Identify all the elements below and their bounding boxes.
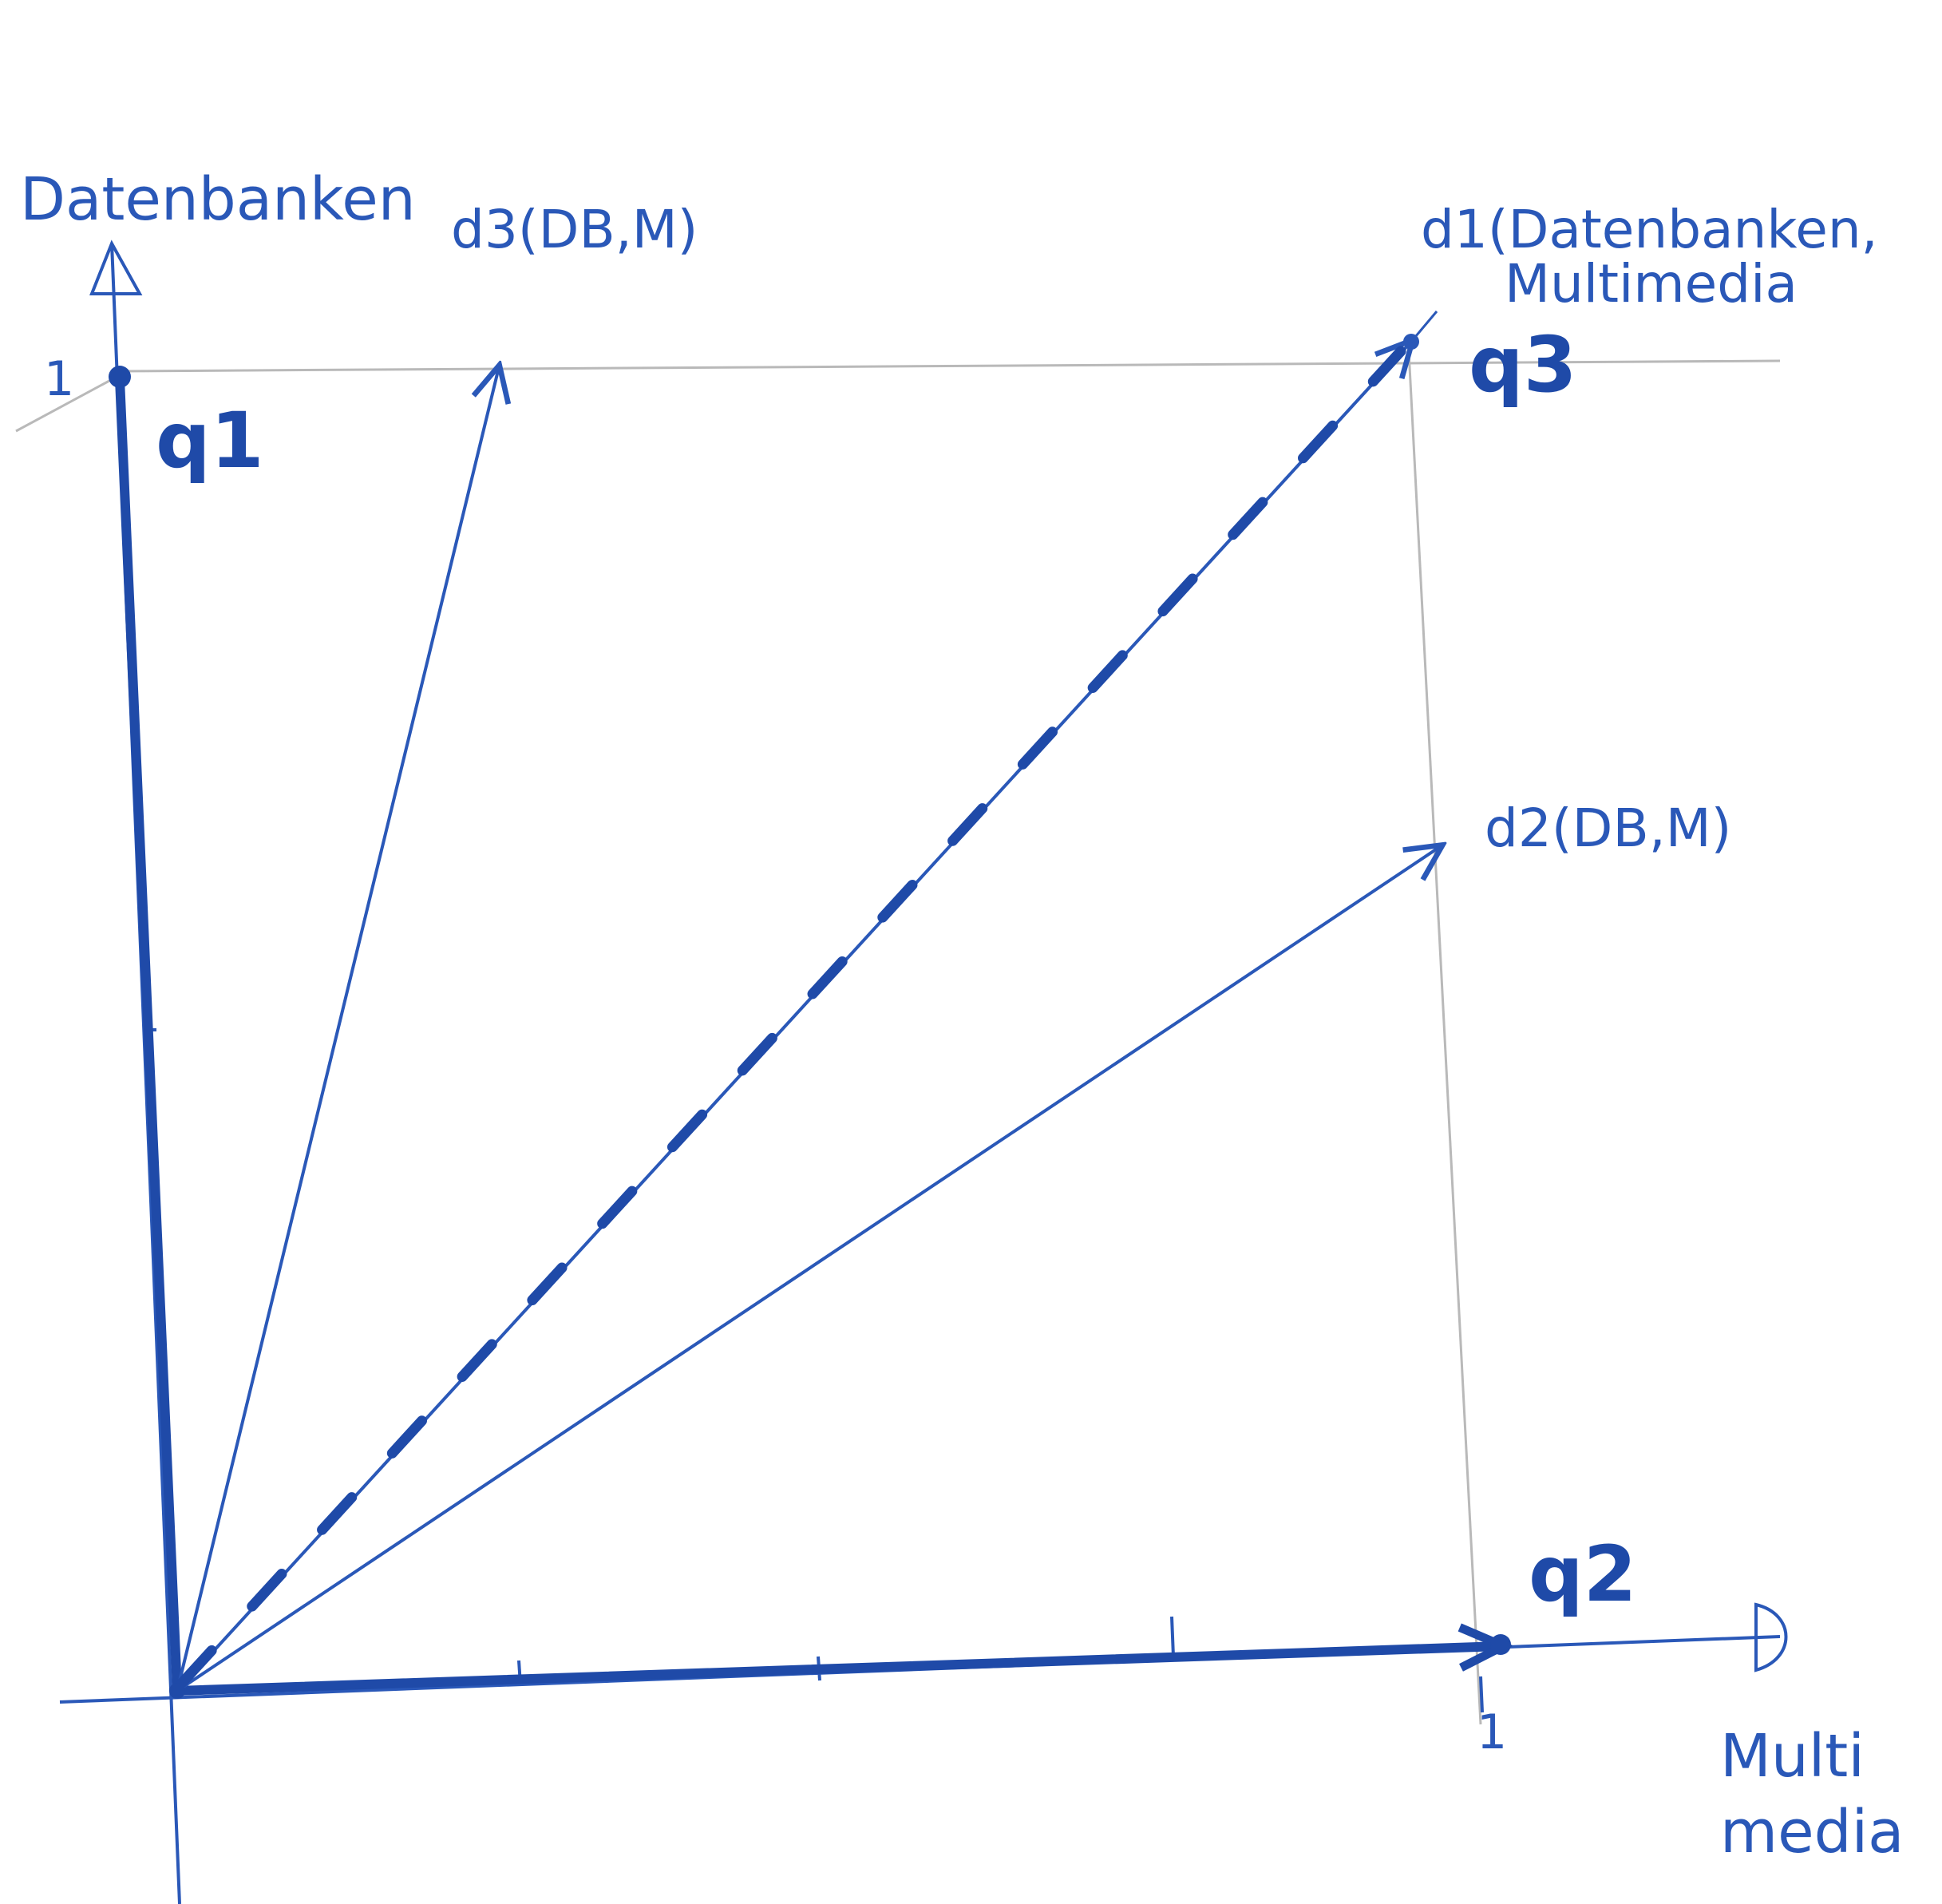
- y-tick-label: 1: [44, 351, 74, 407]
- q3-label: q3: [1469, 320, 1577, 410]
- axes: [59, 239, 1788, 1904]
- x-axis-label-line1: Multi: [1720, 1722, 1865, 1791]
- y-axis-label: Datenbanken: [20, 165, 416, 234]
- q1-endpoint: [109, 366, 131, 388]
- d1-label-line2: Multimedia: [1505, 253, 1798, 315]
- guide-top-left-tail: [15, 374, 121, 433]
- d1-vector: [176, 342, 1411, 1692]
- d3-vector: [176, 367, 499, 1692]
- x-axis-label-line2: media: [1720, 1798, 1904, 1866]
- d1-tail-extension: [1410, 311, 1438, 342]
- q2-endpoint: [1490, 1634, 1511, 1655]
- d2-vector: [176, 846, 1441, 1692]
- d1-label-line1: d1(Datenbanken,: [1421, 199, 1878, 260]
- x-tick-label: 1: [1477, 1704, 1507, 1760]
- pencil-guides: [15, 350, 1781, 1725]
- x-axis-arrowhead: [1754, 1602, 1788, 1672]
- guide-top: [119, 359, 1781, 373]
- y-axis-arrowhead: [89, 239, 143, 295]
- origin-point: [169, 1683, 185, 1699]
- d2-label: d2(DB,M): [1485, 798, 1731, 859]
- q1-label: q1: [156, 396, 264, 485]
- x-tick-4: [1479, 1676, 1484, 1713]
- x-tick-3: [1170, 1616, 1175, 1657]
- guide-right: [1407, 350, 1482, 1725]
- q1-vector: [115, 374, 182, 1696]
- q2-vector: [172, 1646, 1501, 1696]
- q2-label: q2: [1529, 1530, 1637, 1619]
- axis-ticks: [145, 1028, 1484, 1713]
- d3-label: d3(DB,M): [451, 199, 698, 260]
